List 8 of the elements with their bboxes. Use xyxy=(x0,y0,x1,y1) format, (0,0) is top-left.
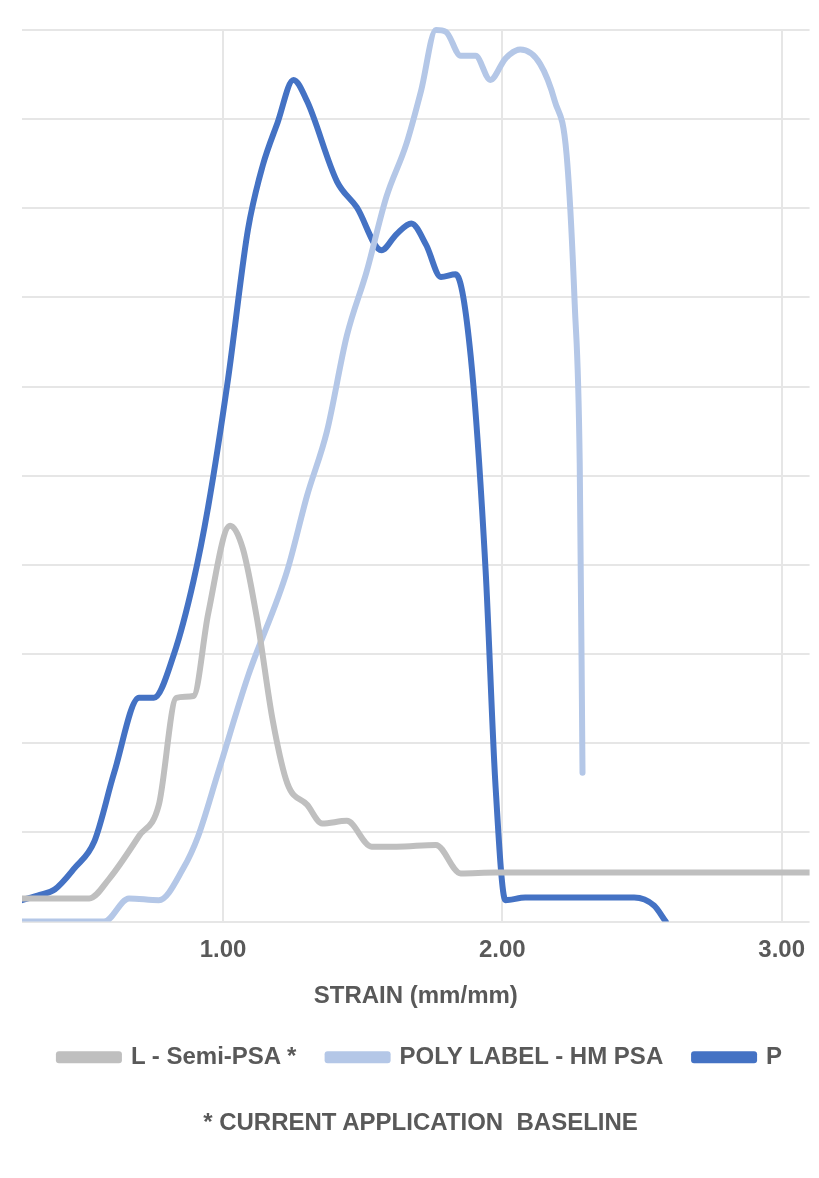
legend-label: L - Semi-PSA * xyxy=(130,1041,297,1069)
legend-label: P xyxy=(766,1041,783,1069)
x-tick-label: 2.00 xyxy=(479,934,526,962)
x-axis-title: STRAIN (mm/mm) xyxy=(313,981,518,1009)
x-tick-label: 1.00 xyxy=(199,934,247,962)
x-tick-label: 3.00 xyxy=(758,934,805,962)
legend-label: POLY LABEL - HM PSA xyxy=(399,1041,664,1069)
text: * CURRENT APPLICATION BASELINE xyxy=(203,1108,638,1136)
